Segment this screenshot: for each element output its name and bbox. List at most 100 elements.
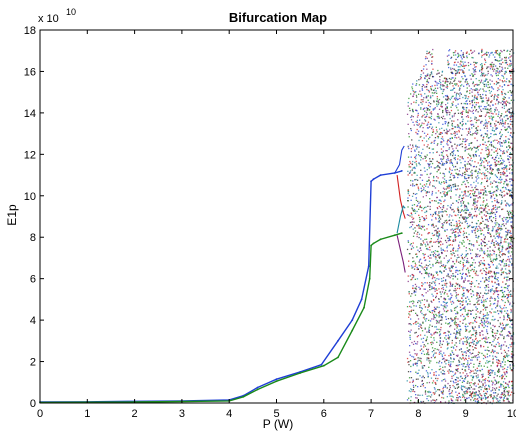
chaos-point xyxy=(473,392,475,394)
chaos-point xyxy=(508,110,511,113)
chaos-point xyxy=(450,370,452,372)
chaos-point xyxy=(470,396,473,398)
chaos-point xyxy=(470,184,472,186)
chaos-point xyxy=(420,310,422,312)
chaos-point xyxy=(417,357,419,359)
chaos-point xyxy=(420,357,422,360)
chaos-point xyxy=(471,392,474,394)
chaos-point xyxy=(500,386,502,388)
chaos-point xyxy=(481,376,483,378)
chaos-point xyxy=(437,312,440,314)
chaos-point xyxy=(442,150,444,152)
chaos-point xyxy=(492,145,494,147)
chaos-point xyxy=(457,69,459,71)
chaos-point xyxy=(461,257,463,259)
chaos-point xyxy=(440,183,442,185)
chaos-point xyxy=(503,319,505,321)
chaos-point xyxy=(407,240,409,242)
chaos-point xyxy=(449,98,451,101)
chaos-point xyxy=(457,270,459,272)
chaos-point xyxy=(467,64,470,67)
chaos-point xyxy=(485,362,487,364)
chaos-point xyxy=(498,52,500,54)
chaos-point xyxy=(491,173,493,175)
chaos-point xyxy=(442,138,444,140)
chaos-point xyxy=(486,51,488,53)
chaos-point xyxy=(438,117,441,119)
chaos-point xyxy=(439,344,441,346)
chaos-point xyxy=(412,116,414,118)
chaos-point xyxy=(495,189,498,191)
chaos-point xyxy=(451,122,453,125)
chaos-point xyxy=(421,383,423,386)
chaos-point xyxy=(474,395,477,397)
chaos-point xyxy=(457,85,460,87)
chaos-point xyxy=(434,137,437,139)
chaos-point xyxy=(410,148,413,150)
chaos-point xyxy=(467,362,469,364)
chaos-point xyxy=(493,96,495,98)
chaos-point xyxy=(469,394,471,397)
chaos-point xyxy=(511,357,513,359)
chaos-point xyxy=(464,216,466,218)
chaos-point xyxy=(505,129,508,131)
chaos-point xyxy=(457,299,459,301)
chaos-point xyxy=(419,270,421,273)
chaos-point xyxy=(436,103,438,105)
chaos-point xyxy=(507,158,509,160)
chaos-point xyxy=(480,230,482,232)
chaos-point xyxy=(497,74,499,76)
chaos-point xyxy=(505,387,507,389)
chaos-point xyxy=(441,71,443,73)
chaos-point xyxy=(424,110,426,112)
chaos-point xyxy=(415,91,417,93)
chaos-point xyxy=(424,238,426,241)
chaos-point xyxy=(412,146,414,148)
chaos-point xyxy=(425,313,427,315)
chaos-point xyxy=(456,92,458,94)
chaos-point xyxy=(421,376,423,379)
chaos-point xyxy=(496,303,499,305)
chaos-point xyxy=(507,323,509,326)
chaos-point xyxy=(468,225,470,228)
chaos-point xyxy=(496,127,498,129)
chaos-point xyxy=(485,309,487,311)
chaos-point xyxy=(492,208,495,210)
chaos-point xyxy=(473,343,475,345)
chaos-point xyxy=(461,293,464,296)
chaos-point xyxy=(458,245,460,247)
chaos-point xyxy=(436,73,438,75)
chaos-point xyxy=(491,208,493,211)
chaos-point xyxy=(504,92,506,95)
chaos-point xyxy=(487,254,490,256)
chaos-point xyxy=(470,394,473,396)
chaos-point xyxy=(425,101,427,103)
chaos-point xyxy=(453,357,455,360)
chaos-point xyxy=(480,310,482,313)
chaos-point xyxy=(456,325,459,327)
chaos-point xyxy=(457,232,459,234)
chaos-point xyxy=(447,59,449,62)
chaos-point xyxy=(447,191,449,193)
chaos-point xyxy=(409,301,411,303)
chaos-point xyxy=(501,68,504,70)
chaos-point xyxy=(436,341,438,343)
chaos-point xyxy=(436,320,439,322)
chaos-point xyxy=(478,191,480,193)
chaos-point xyxy=(486,125,488,127)
chaos-point xyxy=(457,283,459,285)
chaos-point xyxy=(434,281,436,283)
chaos-point xyxy=(433,332,435,334)
chaos-point xyxy=(483,167,485,169)
chaos-point xyxy=(420,108,422,110)
chaos-point xyxy=(454,77,457,79)
chaos-point xyxy=(494,345,496,347)
chaos-point xyxy=(421,86,423,88)
chaos-point xyxy=(487,321,490,323)
chaos-point xyxy=(461,65,463,67)
chaos-point xyxy=(500,115,502,117)
chaos-point xyxy=(467,195,469,197)
chaos-point xyxy=(509,295,512,297)
chaos-point xyxy=(502,223,505,225)
chaos-point xyxy=(483,161,485,163)
